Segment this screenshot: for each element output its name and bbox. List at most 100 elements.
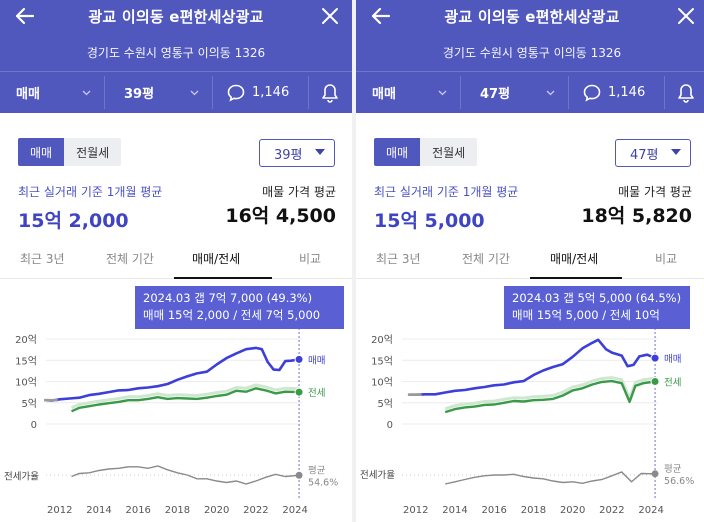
size-dropdown-value: 39평 bbox=[274, 147, 303, 163]
x-tick-label: 2012 bbox=[403, 505, 428, 516]
jeonse-deal-band bbox=[444, 376, 656, 411]
size-dropdown[interactable]: 39평 bbox=[259, 139, 335, 167]
tab-compare[interactable]: 비교 bbox=[299, 252, 322, 266]
comment-icon bbox=[227, 84, 245, 102]
deal-type-select[interactable]: 매매 bbox=[16, 72, 40, 113]
x-tick-label: 2016 bbox=[125, 505, 150, 516]
jeonse-end-point[interactable] bbox=[650, 377, 660, 386]
y-tick-label: 0 bbox=[387, 420, 393, 431]
bell-icon[interactable] bbox=[320, 82, 340, 104]
recent-price-label: 최근 실거래 기준 1개월 평균 bbox=[374, 185, 519, 199]
header: 광교 이의동 e편한세상광교 경기도 수원시 영통구 이의동 1326 매매 4… bbox=[356, 0, 704, 113]
toggle-sale[interactable]: 매매 bbox=[374, 138, 421, 166]
price-chart: 20억 15억 10억 5억 0 2012 2014 2016 2018 2020 2022 2024… bbox=[360, 300, 694, 516]
deal-toggle: 매매 전월세 bbox=[374, 138, 478, 166]
ratio-series-label: 전세가율 bbox=[360, 470, 395, 481]
chart-tabs: 최근 3년 전체 기간 매매/전세 비교 bbox=[0, 241, 352, 279]
close-icon[interactable] bbox=[320, 6, 340, 26]
size-select[interactable]: 39평 bbox=[124, 72, 154, 113]
ratio-avg-label: 평균 bbox=[308, 465, 326, 476]
comments-button[interactable]: 1,146 bbox=[226, 72, 289, 113]
x-tick-label: 2020 bbox=[560, 505, 585, 516]
listing-price-value: 16억 4,500 bbox=[225, 205, 336, 227]
chart-tooltip: 2024.03 갭 5억 5,000 (64.5%) 매매 15억 5,000 … bbox=[504, 286, 690, 329]
tab-compare[interactable]: 비교 bbox=[655, 252, 678, 266]
deal-type-label: 매매 bbox=[372, 87, 396, 102]
series-sale-line bbox=[409, 338, 656, 396]
size-label: 47평 bbox=[480, 87, 511, 102]
size-select[interactable]: 47평 bbox=[480, 72, 510, 113]
y-tick-label: 5억 bbox=[21, 398, 37, 410]
recent-price-value: 15억 2,000 bbox=[18, 210, 129, 232]
chevron-down-icon bbox=[82, 90, 91, 96]
deal-toggle: 매매 전월세 bbox=[18, 138, 122, 166]
divider bbox=[460, 76, 461, 109]
divider bbox=[104, 76, 105, 109]
header: 광교 이의동 e편한세상광교 경기도 수원시 영통구 이의동 1326 매매 3… bbox=[0, 0, 352, 113]
back-arrow-icon[interactable] bbox=[14, 5, 36, 27]
ratio-end-point[interactable] bbox=[651, 470, 659, 478]
y-tick-label: 15억 bbox=[371, 355, 393, 367]
divider bbox=[568, 76, 569, 109]
y-tick-label: 10억 bbox=[15, 377, 37, 389]
y-tick-label: 20억 bbox=[371, 334, 393, 346]
divider bbox=[664, 76, 665, 109]
close-icon[interactable] bbox=[676, 6, 696, 26]
series-jeonse-line bbox=[71, 387, 300, 413]
back-arrow-icon[interactable] bbox=[370, 5, 392, 27]
toggle-sale[interactable]: 매매 bbox=[18, 138, 65, 166]
chart-tabs: 최근 3년 전체 기간 매매/전세 비교 bbox=[356, 241, 704, 279]
ratio-avg-value: 56.6% bbox=[664, 476, 694, 487]
deal-type-label: 매매 bbox=[16, 87, 40, 102]
x-tick-label: 2012 bbox=[47, 505, 72, 516]
tab-all-period[interactable]: 전체 기간 bbox=[462, 252, 510, 266]
divider bbox=[356, 71, 704, 72]
active-tab-underline bbox=[530, 277, 622, 279]
ratio-end-point[interactable] bbox=[295, 471, 303, 479]
tab-sale-jeonse[interactable]: 매매/전세 bbox=[192, 252, 241, 266]
tooltip-prices: 매매 15억 2,000 / 전세 7억 5,000 bbox=[143, 308, 321, 322]
listing-price-label: 매물 가격 평균 bbox=[262, 185, 336, 199]
series-jeonse-line bbox=[444, 379, 656, 414]
page-title: 광교 이의동 e편한세상광교 bbox=[444, 8, 620, 26]
address: 경기도 수원시 영통구 이의동 1326 bbox=[86, 46, 266, 60]
jeonse-series-label: 전세 bbox=[308, 388, 325, 399]
comments-button[interactable]: 1,146 bbox=[582, 72, 645, 113]
divider bbox=[212, 76, 213, 109]
toggle-rent[interactable]: 전월세 bbox=[420, 138, 478, 166]
y-tick-label: 20억 bbox=[15, 334, 37, 346]
ratio-series-label: 전세가율 bbox=[4, 471, 39, 482]
page-title: 광교 이의동 e편한세상광교 bbox=[88, 8, 264, 26]
toggle-rent[interactable]: 전월세 bbox=[64, 138, 122, 166]
tooltip-gap: 2024.03 갭 7억 7,000 (49.3%) bbox=[143, 291, 313, 305]
bell-icon[interactable] bbox=[676, 82, 696, 104]
panel-divider bbox=[352, 0, 356, 522]
size-dropdown[interactable]: 47평 bbox=[615, 139, 691, 167]
deal-type-select[interactable]: 매매 bbox=[372, 72, 396, 113]
series-ratio-line bbox=[71, 465, 300, 485]
listing-price-value: 18억 5,820 bbox=[581, 205, 692, 227]
jeonse-series-label: 전세 bbox=[664, 378, 681, 389]
listing-price-label: 매물 가격 평균 bbox=[618, 185, 692, 199]
address: 경기도 수원시 영통구 이의동 1326 bbox=[442, 46, 622, 60]
y-tick-label: 10억 bbox=[371, 377, 393, 389]
divider bbox=[0, 71, 352, 72]
chevron-down-icon bbox=[546, 90, 555, 96]
tab-recent-3y[interactable]: 최근 3년 bbox=[20, 252, 65, 266]
ratio-avg-label: 평균 bbox=[664, 464, 682, 475]
sale-end-point[interactable] bbox=[650, 353, 660, 363]
comments-count: 1,146 bbox=[252, 85, 290, 100]
y-tick-label: 5억 bbox=[377, 398, 393, 410]
tab-all-period[interactable]: 전체 기간 bbox=[106, 252, 154, 266]
tab-sale-jeonse[interactable]: 매매/전세 bbox=[550, 252, 599, 266]
active-tab-underline bbox=[174, 277, 272, 279]
filter-bar: 매매 39평 1,146 bbox=[0, 72, 352, 113]
sale-series-label: 매매 bbox=[664, 354, 681, 365]
tab-recent-3y[interactable]: 최근 3년 bbox=[376, 252, 421, 266]
tooltip-prices: 매매 15억 5,000 / 전세 10억 bbox=[512, 308, 660, 322]
x-tick-label: 2024 bbox=[282, 505, 307, 516]
comment-icon bbox=[583, 84, 601, 102]
sale-end-point[interactable] bbox=[294, 354, 304, 364]
jeonse-end-point[interactable] bbox=[294, 387, 304, 397]
